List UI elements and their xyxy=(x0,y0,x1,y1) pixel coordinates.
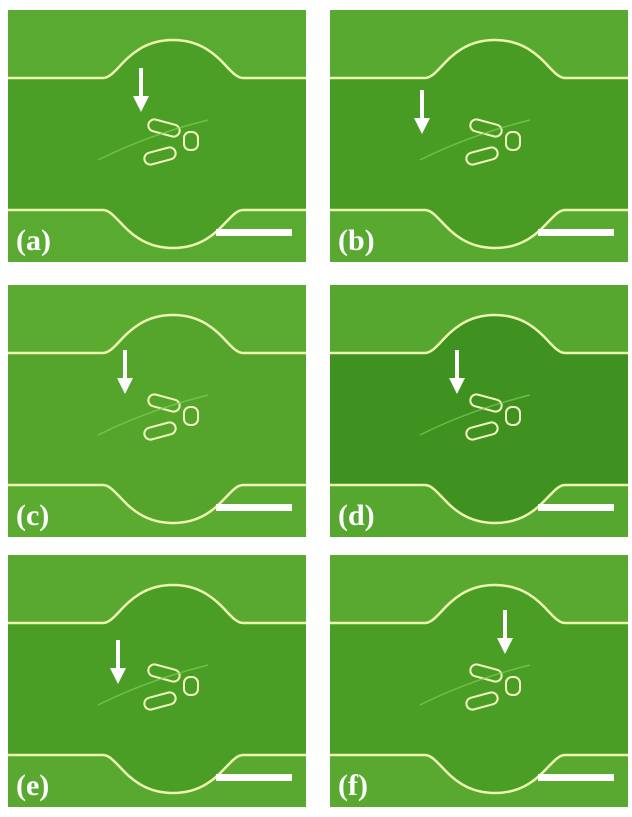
panel-label: (e) xyxy=(16,769,49,802)
panel: (a) xyxy=(8,10,306,262)
scale-bar xyxy=(216,504,292,511)
scale-bar xyxy=(538,774,614,781)
panel-label: (a) xyxy=(16,224,51,257)
scale-bar xyxy=(538,504,614,511)
scale-bar xyxy=(216,774,292,781)
scale-bar xyxy=(538,229,614,236)
panel: (c) xyxy=(8,285,306,537)
panel-label: (d) xyxy=(338,499,375,532)
panel: (d) xyxy=(330,285,628,537)
panel-label: (f) xyxy=(338,769,368,802)
figure: (a) (b) (c) (d) (e) (f) xyxy=(0,0,632,817)
panel: (e) xyxy=(8,555,306,807)
panel-label: (b) xyxy=(338,224,375,257)
panel-label: (c) xyxy=(16,499,49,532)
panel: (f) xyxy=(330,555,628,807)
panel: (b) xyxy=(330,10,628,262)
scale-bar xyxy=(216,229,292,236)
